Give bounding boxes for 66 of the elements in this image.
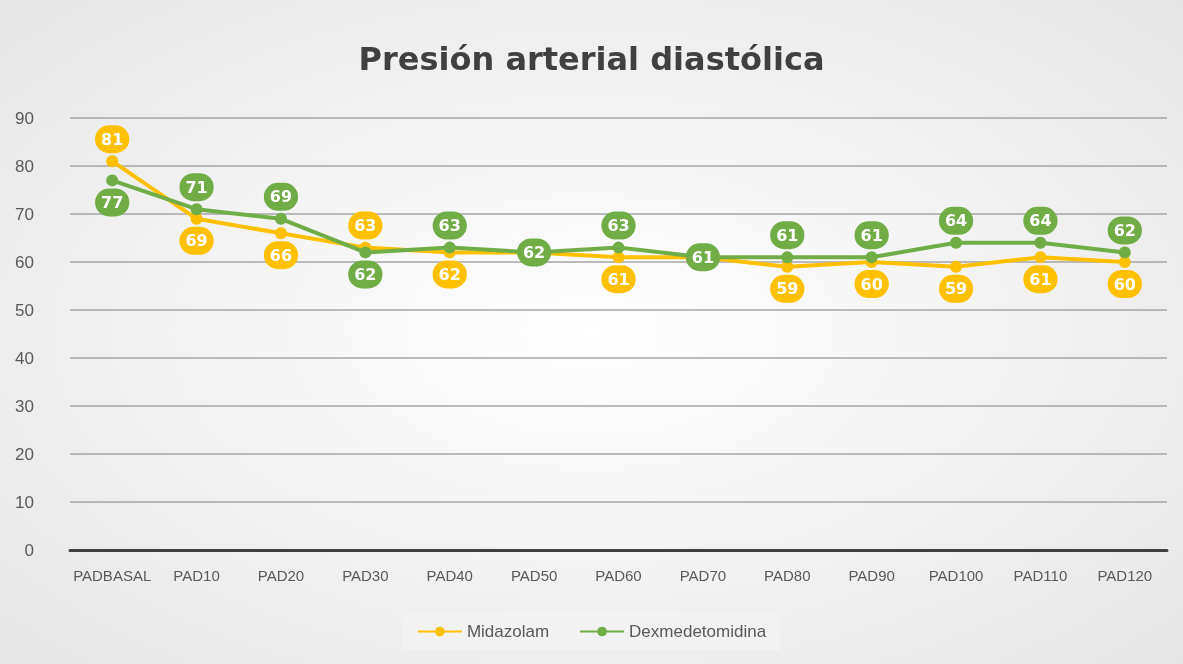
y-tick-label: 80 bbox=[15, 156, 34, 176]
point bbox=[1118, 246, 1131, 259]
data-label: 60 bbox=[860, 274, 883, 294]
point bbox=[274, 227, 287, 240]
x-tick-label: PAD10 bbox=[173, 567, 220, 584]
point bbox=[1034, 251, 1047, 264]
point bbox=[1034, 236, 1047, 249]
data-label: 61 bbox=[776, 225, 799, 245]
point bbox=[443, 241, 456, 254]
x-tick-label: PAD120 bbox=[1097, 567, 1153, 584]
x-tick-label: PAD90 bbox=[848, 567, 895, 584]
data-label: 61 bbox=[1029, 269, 1052, 289]
y-tick-label: 30 bbox=[15, 396, 34, 416]
data-label: 81 bbox=[101, 129, 124, 149]
x-tick-label: PAD40 bbox=[426, 567, 473, 584]
data-label: 63 bbox=[607, 216, 630, 236]
y-tick-label: 70 bbox=[15, 204, 34, 224]
point bbox=[950, 260, 963, 273]
x-tick-label: PAD20 bbox=[257, 567, 305, 584]
y-tick-label: 40 bbox=[15, 348, 34, 368]
data-label: 66 bbox=[269, 245, 293, 265]
data-label: 71 bbox=[185, 177, 208, 197]
data-label: 61 bbox=[691, 247, 715, 267]
data-label: 61 bbox=[607, 269, 630, 289]
data-label: 62 bbox=[438, 264, 461, 284]
data-label: 59 bbox=[776, 279, 799, 299]
point bbox=[359, 246, 372, 259]
data-label: 63 bbox=[354, 216, 377, 236]
data-label: 69 bbox=[185, 231, 208, 251]
y-tick-label: 0 bbox=[24, 540, 34, 560]
legend-label: Midazolam bbox=[466, 622, 550, 641]
x-tick-label: PAD50 bbox=[510, 567, 558, 584]
point bbox=[781, 251, 794, 264]
legend-label: Dexmedetomidina bbox=[629, 622, 767, 641]
data-label: 62 bbox=[522, 242, 546, 262]
x-tick-label: PAD70 bbox=[679, 567, 727, 584]
data-label: 77 bbox=[101, 192, 124, 212]
x-tick-label: PAD80 bbox=[764, 567, 811, 584]
data-label: 61 bbox=[860, 225, 883, 245]
x-tick-label: PADBASAL bbox=[73, 567, 152, 584]
point bbox=[106, 174, 119, 187]
x-tick-label: PAD60 bbox=[595, 567, 642, 584]
point bbox=[950, 236, 963, 249]
data-label: 64 bbox=[944, 211, 968, 231]
data-label: 62 bbox=[1113, 220, 1136, 240]
y-tick-label: 10 bbox=[15, 492, 34, 512]
y-tick-label: 90 bbox=[15, 108, 34, 128]
point bbox=[274, 212, 287, 225]
point bbox=[106, 155, 119, 168]
x-tick-label: PAD100 bbox=[928, 567, 984, 584]
x-tick-label: PAD110 bbox=[1013, 567, 1068, 584]
data-label: 60 bbox=[1113, 274, 1136, 294]
point bbox=[865, 251, 878, 264]
point bbox=[1118, 256, 1131, 268]
data-label: 69 bbox=[269, 187, 293, 207]
x-tick-label: PAD30 bbox=[342, 567, 389, 584]
data-label: 59 bbox=[944, 279, 968, 299]
y-tick-label: 20 bbox=[15, 444, 34, 464]
data-label: 63 bbox=[438, 216, 461, 236]
data-label: 62 bbox=[354, 264, 377, 284]
point bbox=[190, 203, 203, 216]
y-tick-label: 50 bbox=[15, 300, 34, 320]
data-label: 64 bbox=[1029, 211, 1052, 231]
point bbox=[612, 241, 625, 254]
y-tick-label: 60 bbox=[15, 252, 34, 272]
chart-title: Presión arterial diastólica bbox=[358, 40, 825, 78]
